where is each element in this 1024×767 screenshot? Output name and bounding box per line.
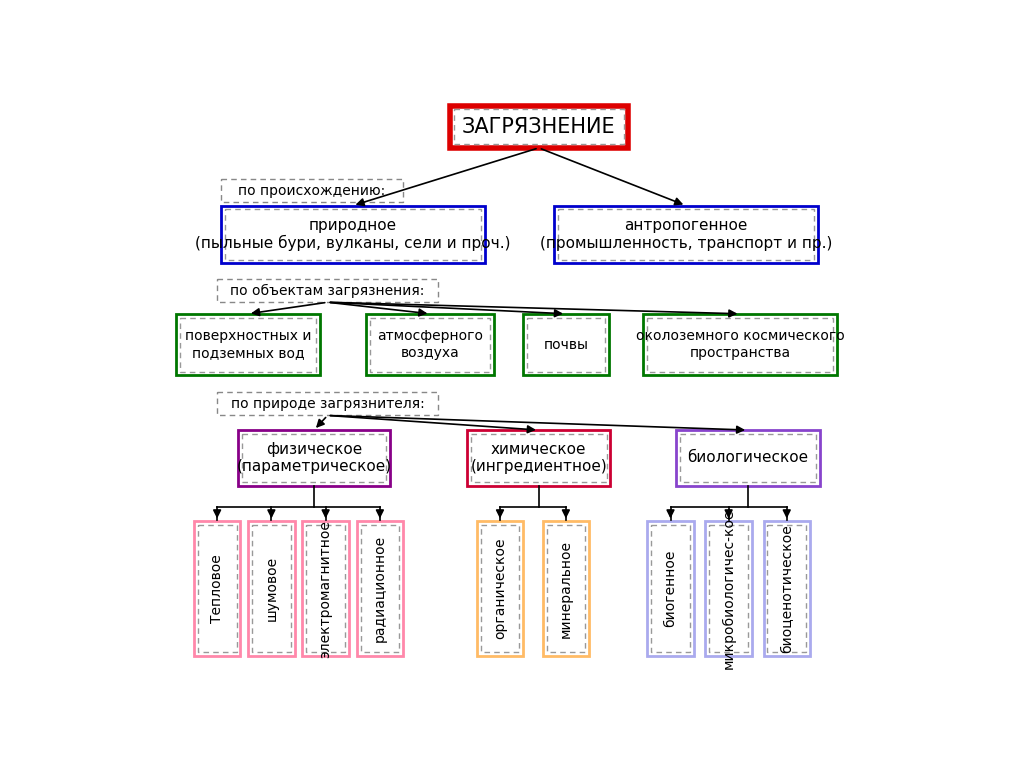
Bar	[554, 206, 818, 263]
Bar	[367, 314, 495, 375]
Text: химическое
(ингредиентное): химическое (ингредиентное)	[470, 442, 607, 474]
Text: минеральное: минеральное	[559, 540, 572, 637]
Bar	[239, 430, 389, 486]
Bar	[252, 525, 291, 652]
Text: поверхностных и
подземных вод: поверхностных и подземных вод	[185, 330, 311, 360]
Bar	[194, 522, 241, 656]
Text: микробиологичес-кое: микробиологичес-кое	[722, 509, 735, 669]
Bar	[710, 525, 748, 652]
Text: биоценотическое: биоценотическое	[779, 525, 794, 653]
Bar	[221, 206, 484, 263]
Text: радиационное: радиационное	[373, 535, 387, 642]
Text: околоземного космического
пространства: околоземного космического пространства	[636, 330, 845, 360]
Bar	[302, 522, 349, 656]
Text: физическое
(параметрическое): физическое (параметрическое)	[237, 442, 391, 474]
Bar	[221, 179, 403, 202]
Bar	[706, 522, 752, 656]
Bar	[680, 434, 816, 482]
Text: электромагнитное: электромагнитное	[318, 520, 333, 657]
Bar	[547, 525, 586, 652]
Bar	[477, 522, 523, 656]
Bar	[471, 434, 606, 482]
Bar	[176, 314, 319, 375]
Bar	[767, 525, 806, 652]
Bar	[356, 522, 403, 656]
Text: органическое: органическое	[493, 538, 507, 640]
Text: по происхождению:: по происхождению:	[239, 183, 386, 198]
Bar	[643, 314, 838, 375]
Bar	[543, 522, 589, 656]
Bar	[243, 434, 386, 482]
Bar	[651, 525, 690, 652]
Bar	[467, 430, 610, 486]
Bar	[180, 318, 316, 371]
Bar	[676, 430, 819, 486]
Bar	[450, 106, 628, 148]
Text: природное
(пыльные бури, вулканы, сели и проч.): природное (пыльные бури, вулканы, сели и…	[195, 218, 511, 252]
Text: атмосферного
воздуха: атмосферного воздуха	[377, 330, 483, 360]
Text: антропогенное
(промышленность, транспорт и пр.): антропогенное (промышленность, транспорт…	[540, 219, 833, 251]
Bar	[647, 318, 834, 371]
Text: по природе загрязнителя:: по природе загрязнителя:	[230, 397, 424, 411]
Bar	[198, 525, 237, 652]
Bar	[480, 525, 519, 652]
Bar	[225, 209, 480, 259]
Bar	[527, 318, 604, 371]
Bar	[764, 522, 810, 656]
Text: Тепловое: Тепловое	[210, 555, 224, 623]
Bar	[360, 525, 399, 652]
Bar	[647, 522, 693, 656]
Bar	[248, 522, 295, 656]
Bar	[217, 279, 438, 302]
Bar	[523, 314, 608, 375]
Text: биологическое: биологическое	[687, 450, 809, 466]
Bar	[558, 209, 814, 259]
Bar	[371, 318, 490, 371]
Text: шумовое: шумовое	[264, 556, 279, 621]
Bar	[217, 393, 438, 416]
Text: биогенное: биогенное	[664, 550, 678, 627]
Bar	[306, 525, 345, 652]
Text: по объектам загрязнения:: по объектам загрязнения:	[230, 284, 425, 298]
Text: ЗАГРЯЗНЕНИЕ: ЗАГРЯЗНЕНИЕ	[462, 117, 615, 137]
Bar	[454, 110, 624, 144]
Text: почвы: почвы	[544, 337, 589, 351]
